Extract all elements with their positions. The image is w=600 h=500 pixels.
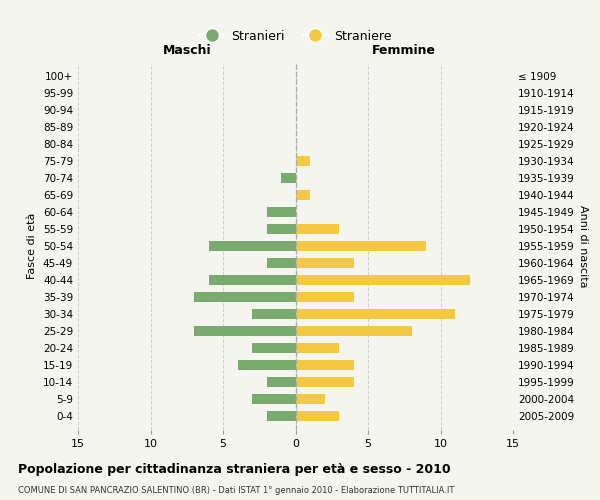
Y-axis label: Fasce di età: Fasce di età (28, 213, 37, 280)
Bar (266, 412, 296, 422)
Bar (296, 241, 426, 252)
Bar (296, 343, 339, 353)
Bar (296, 258, 353, 268)
Bar (266, 378, 296, 388)
Bar (296, 224, 339, 234)
Text: Femmine: Femmine (372, 44, 436, 58)
Bar (194, 326, 296, 336)
Bar (209, 275, 296, 285)
Bar (252, 343, 296, 353)
Bar (281, 173, 296, 184)
Text: Maschi: Maschi (163, 44, 211, 58)
Bar (296, 275, 470, 285)
Bar (266, 207, 296, 218)
Y-axis label: Anni di nascita: Anni di nascita (578, 205, 589, 288)
Bar (209, 241, 296, 252)
Bar (296, 360, 353, 370)
Bar (238, 360, 296, 370)
Bar (252, 309, 296, 320)
Text: COMUNE DI SAN PANCRAZIO SALENTINO (BR) - Dati ISTAT 1° gennaio 2010 - Elaborazio: COMUNE DI SAN PANCRAZIO SALENTINO (BR) -… (18, 486, 454, 495)
Bar (296, 156, 310, 166)
Bar (296, 309, 455, 320)
Bar (296, 378, 353, 388)
Bar (266, 224, 296, 234)
Bar (296, 190, 310, 200)
Bar (194, 292, 296, 302)
Bar (296, 292, 353, 302)
Bar (266, 258, 296, 268)
Bar (296, 394, 325, 404)
Bar (252, 394, 296, 404)
Legend: Stranieri, Straniere: Stranieri, Straniere (194, 24, 397, 48)
Text: Popolazione per cittadinanza straniera per età e sesso - 2010: Popolazione per cittadinanza straniera p… (18, 462, 451, 475)
Bar (296, 326, 412, 336)
Bar (296, 412, 339, 422)
